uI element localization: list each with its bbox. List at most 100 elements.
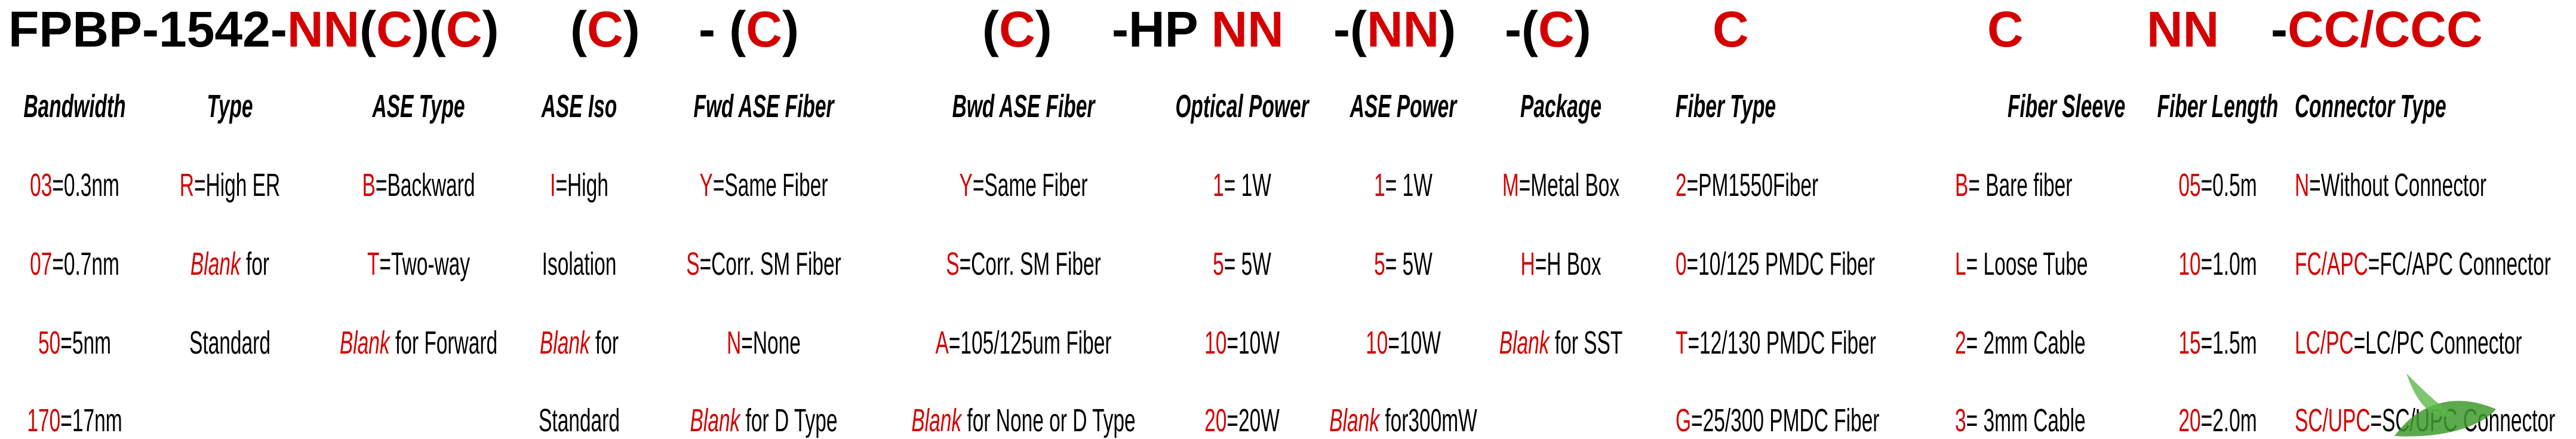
option-description: for bbox=[240, 246, 270, 282]
option-code: 1 bbox=[1374, 167, 1385, 203]
option-code: L bbox=[1955, 246, 1966, 282]
option-description: =PM1550Fiber bbox=[1686, 167, 1819, 203]
option-description: =105/125um Fiber bbox=[948, 325, 1112, 361]
option-code: Blank bbox=[339, 325, 390, 361]
option-description: for300mW bbox=[1379, 403, 1477, 438]
option-description: = Loose Tube bbox=[1966, 246, 2088, 282]
option-code: G bbox=[1676, 403, 1692, 438]
column-header: ASE Iso bbox=[541, 88, 617, 124]
title-variable-code: C bbox=[445, 1, 482, 57]
code-option: Blank for bbox=[190, 246, 269, 282]
option-description: =2.0m bbox=[2200, 403, 2257, 438]
option-description: =17nm bbox=[60, 403, 122, 438]
option-code: Blank bbox=[190, 246, 241, 282]
option-code: I bbox=[550, 167, 556, 203]
option-code: B bbox=[1955, 167, 1969, 203]
title-fixed-text: ( bbox=[429, 1, 446, 57]
title-segment: -(C) bbox=[1505, 2, 1591, 56]
option-description: =10W bbox=[1226, 325, 1280, 361]
option-description: for SST bbox=[1549, 325, 1623, 361]
title-variable-code: C bbox=[1713, 1, 1749, 57]
option-description: =LC/PC Connector bbox=[2353, 325, 2522, 361]
code-option: 5= 5W bbox=[1213, 246, 1271, 282]
code-option: 2=PM1550Fiber bbox=[1676, 167, 1818, 203]
code-option: 1= 1W bbox=[1213, 167, 1271, 203]
option-code: M bbox=[1502, 167, 1519, 203]
option-code: Y bbox=[699, 167, 713, 203]
option-description: =Corr. SM Fiber bbox=[959, 246, 1101, 282]
code-option: Isolation bbox=[542, 246, 617, 282]
option-code: 5 bbox=[1374, 246, 1385, 282]
code-option: H=H Box bbox=[1521, 246, 1601, 282]
title-fixed-text: - bbox=[2271, 1, 2288, 57]
option-description: =0.5m bbox=[2200, 167, 2257, 203]
option-description: = 2mm Cable bbox=[1966, 325, 2086, 361]
option-code: 20 bbox=[2178, 403, 2201, 438]
option-code: 20 bbox=[1204, 403, 1227, 438]
option-code: S bbox=[686, 246, 700, 282]
option-description: Isolation bbox=[542, 246, 617, 282]
option-description: = 5W bbox=[1224, 246, 1271, 282]
option-description: =12/130 PMDC Fiber bbox=[1687, 325, 1876, 361]
code-option: Blank for bbox=[540, 325, 619, 361]
option-code: Blank bbox=[1499, 325, 1550, 361]
code-option: 10=10W bbox=[1366, 325, 1441, 361]
option-description: =20W bbox=[1226, 403, 1280, 438]
option-code: 03 bbox=[30, 167, 53, 203]
option-code: N bbox=[2295, 167, 2310, 203]
option-description: =25/300 PMDC Fiber bbox=[1691, 403, 1880, 438]
title-fixed-text: ) bbox=[782, 1, 799, 57]
title-fixed-text: ) bbox=[482, 1, 499, 57]
option-code: 10 bbox=[2178, 246, 2201, 282]
title-variable-code: C bbox=[586, 1, 623, 57]
option-description: =Same Fiber bbox=[972, 167, 1088, 203]
option-code: R bbox=[179, 167, 194, 203]
title-fixed-text: FPBP-1542- bbox=[8, 1, 287, 57]
option-description: =0.3nm bbox=[52, 167, 119, 203]
code-option: A=105/125um Fiber bbox=[935, 325, 1111, 361]
title-fixed-text: - ( bbox=[699, 1, 746, 57]
title-fixed-text: ( bbox=[570, 1, 587, 57]
code-option: 15=1.5m bbox=[2178, 325, 2257, 361]
code-option: Standard bbox=[189, 325, 270, 361]
option-description: =Two-way bbox=[379, 246, 471, 282]
option-description: =Backward bbox=[375, 167, 475, 203]
code-option: 20=2.0m bbox=[2178, 403, 2257, 438]
title-variable-code: CC/CCC bbox=[2287, 1, 2483, 57]
option-description: = 3mm Cable bbox=[1966, 403, 2086, 438]
code-option: Y=Same Fiber bbox=[960, 167, 1088, 203]
option-code: 05 bbox=[2178, 167, 2201, 203]
code-option: 1= 1W bbox=[1374, 167, 1433, 203]
code-option: 10=1.0m bbox=[2178, 246, 2257, 282]
option-code: LC/PC bbox=[2295, 325, 2354, 361]
title-segment: (C) bbox=[570, 2, 640, 56]
option-code: 3 bbox=[1955, 403, 1966, 438]
option-description: =High ER bbox=[193, 167, 281, 203]
column-header: Optical Power bbox=[1175, 88, 1309, 124]
option-description: for None or D Type bbox=[961, 403, 1136, 438]
option-description: Standard bbox=[539, 403, 620, 438]
option-code: 07 bbox=[30, 246, 53, 282]
option-code: 10 bbox=[1204, 325, 1227, 361]
title-fixed-text: ( bbox=[359, 1, 377, 57]
column-header: Bwd ASE Fiber bbox=[952, 88, 1095, 124]
code-option: Blank for D Type bbox=[690, 403, 838, 438]
code-option: S=Corr. SM Fiber bbox=[686, 246, 841, 282]
column-header: Fiber Type bbox=[1676, 88, 1776, 124]
code-option: 2= 2mm Cable bbox=[1955, 325, 2086, 361]
code-option: 50=5nm bbox=[38, 325, 111, 361]
code-option: T=12/130 PMDC Fiber bbox=[1676, 325, 1876, 361]
code-option: N=None bbox=[727, 325, 801, 361]
title-fixed-text: ) bbox=[412, 1, 429, 57]
option-code: Blank bbox=[1329, 403, 1380, 438]
option-code: H bbox=[1520, 246, 1535, 282]
title-segment: C bbox=[1713, 2, 1749, 56]
code-option: Blank for None or D Type bbox=[911, 403, 1135, 438]
code-option: B= Bare fiber bbox=[1955, 167, 2072, 203]
code-option: S=Corr. SM Fiber bbox=[946, 246, 1101, 282]
column-header: Bandwidth bbox=[23, 88, 126, 124]
title-fixed-text: ) bbox=[623, 1, 640, 57]
option-description: =Metal Box bbox=[1518, 167, 1620, 203]
option-code: S bbox=[946, 246, 960, 282]
code-option: 03=0.3nm bbox=[30, 167, 119, 203]
